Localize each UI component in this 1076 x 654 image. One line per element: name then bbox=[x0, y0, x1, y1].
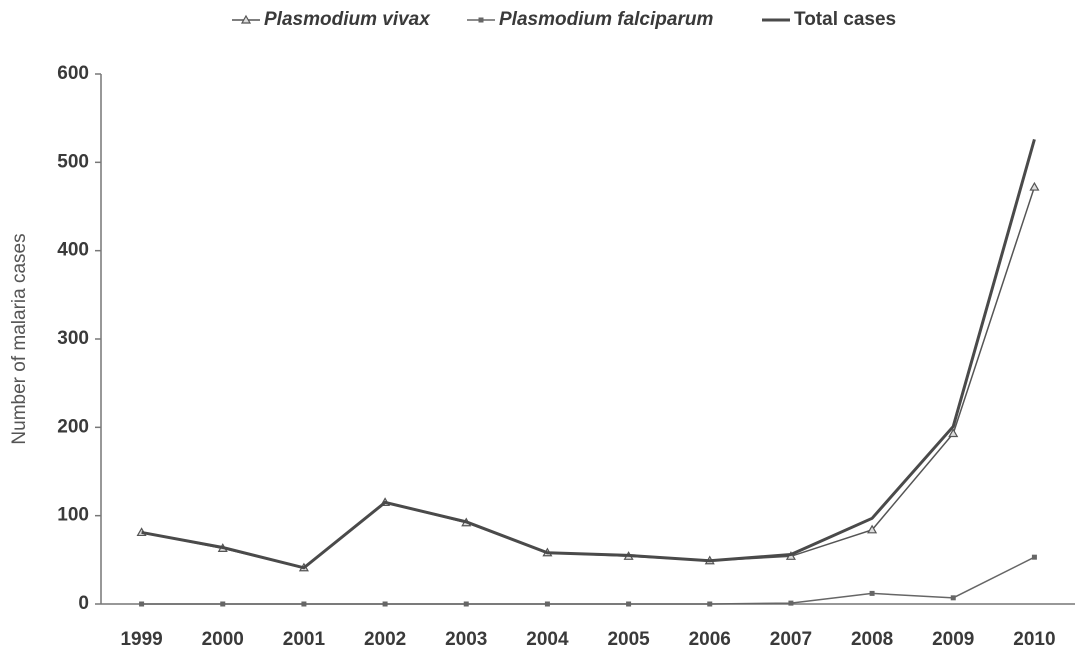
data-point bbox=[139, 601, 145, 607]
x-tick-label: 2008 bbox=[851, 629, 893, 650]
data-point bbox=[220, 601, 226, 607]
data-point bbox=[867, 524, 878, 534]
x-tick-label: 2000 bbox=[202, 629, 244, 650]
data-point bbox=[463, 601, 469, 607]
legend-marker bbox=[478, 17, 484, 23]
data-point bbox=[788, 600, 794, 606]
x-tick-label: 2001 bbox=[283, 629, 326, 650]
series-line bbox=[141, 186, 1036, 569]
x-tick-label: 2005 bbox=[607, 629, 650, 650]
y-tick-label: 0 bbox=[78, 593, 89, 614]
series-line bbox=[141, 556, 1035, 605]
legend-label: Total cases bbox=[794, 9, 896, 30]
data-point bbox=[544, 601, 550, 607]
data-point bbox=[626, 601, 632, 607]
data-point bbox=[950, 595, 956, 601]
x-tick-label: 2004 bbox=[526, 629, 569, 650]
data-point bbox=[301, 601, 307, 607]
x-tick-label: 2002 bbox=[364, 629, 406, 650]
x-tick-label: 2006 bbox=[689, 629, 731, 650]
series-line bbox=[141, 138, 1036, 570]
data-point bbox=[869, 590, 875, 596]
y-tick-label: 200 bbox=[57, 416, 89, 437]
y-tick-label: 100 bbox=[57, 505, 89, 526]
y-tick-label: 500 bbox=[57, 151, 89, 172]
data-point bbox=[1031, 554, 1037, 560]
x-tick-label: 2009 bbox=[932, 629, 974, 650]
data-point bbox=[948, 428, 959, 438]
x-tick-label: 1999 bbox=[120, 629, 162, 650]
x-tick-label: 2003 bbox=[445, 629, 487, 650]
data-point bbox=[707, 601, 713, 607]
x-tick-label: 2010 bbox=[1013, 629, 1055, 650]
legend-marker bbox=[240, 14, 252, 24]
legend-label: Plasmodium vivax bbox=[264, 9, 431, 30]
y-tick-label: 600 bbox=[57, 63, 89, 84]
y-axis-label: Number of malaria cases bbox=[9, 233, 30, 444]
data-point bbox=[1029, 181, 1040, 191]
y-tick-label: 300 bbox=[57, 328, 89, 349]
x-tick-label: 2007 bbox=[770, 629, 812, 650]
data-point bbox=[382, 601, 388, 607]
legend-label: Plasmodium falciparum bbox=[499, 9, 713, 30]
y-tick-label: 400 bbox=[57, 240, 89, 261]
